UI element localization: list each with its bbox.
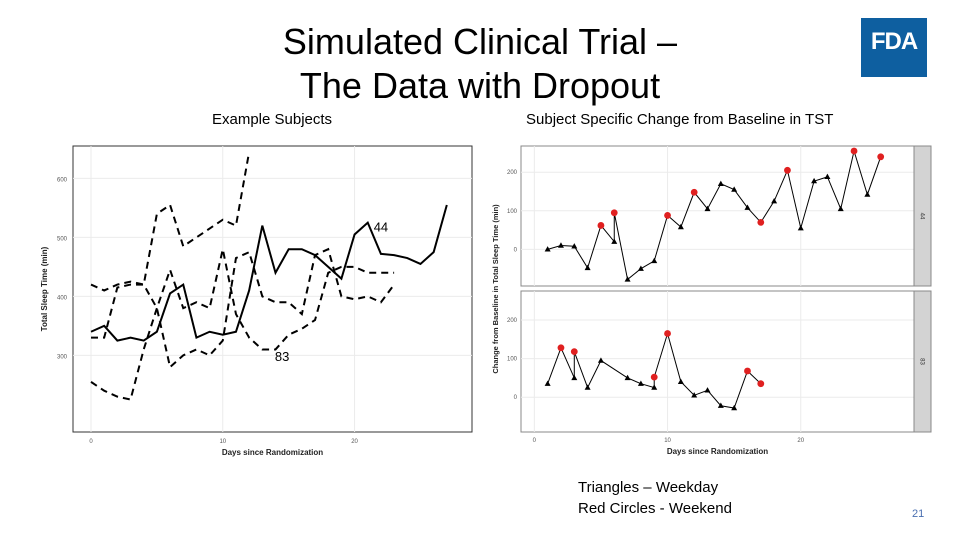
series-line-subject-d xyxy=(90,248,395,401)
facet-strip-label: 44 xyxy=(919,213,925,220)
fda-logo: FDA xyxy=(861,18,927,77)
x-tick-label: 0 xyxy=(533,438,537,444)
y-tick-label: 100 xyxy=(507,209,518,215)
weekday-triangle-point xyxy=(557,242,564,248)
facet-strip xyxy=(913,290,932,433)
y-tick-label: 0 xyxy=(514,247,518,253)
page-number: 21 xyxy=(912,508,925,520)
x-tick-label: 20 xyxy=(351,439,358,445)
facet-strip xyxy=(913,145,932,287)
facet-panel xyxy=(520,290,915,433)
weekend-circle-point xyxy=(557,344,565,352)
legend-note: Triangles – Weekday Red Circles - Weeken… xyxy=(578,477,732,519)
weekday-triangle-point xyxy=(717,402,724,408)
series-line-subject-c xyxy=(91,247,395,370)
change-line xyxy=(547,331,762,409)
y-tick-label: 0 xyxy=(514,395,518,401)
y-tick-label: 600 xyxy=(57,177,68,183)
weekend-circle-point xyxy=(784,166,791,174)
y-axis-label: Total Sleep Time (min) xyxy=(40,246,49,331)
weekday-triangle-point xyxy=(651,257,658,264)
weekday-triangle-point xyxy=(624,374,631,381)
y-tick-label: 500 xyxy=(57,236,68,242)
facet-panel xyxy=(520,145,915,287)
weekend-circle-point xyxy=(850,147,858,155)
plot-panel xyxy=(72,145,473,433)
weekday-triangle-point xyxy=(571,243,578,249)
weekend-circle-point xyxy=(690,188,698,196)
weekend-circle-point xyxy=(664,330,671,337)
weekend-circle-point xyxy=(757,380,765,388)
series-line-subject-a xyxy=(90,151,251,292)
weekend-circle-point xyxy=(650,373,658,381)
facet-strip-label: 83 xyxy=(919,358,925,365)
weekday-triangle-point xyxy=(744,204,751,210)
weekend-circle-point xyxy=(610,209,618,217)
weekday-triangle-point xyxy=(797,224,804,231)
weekday-triangle-point xyxy=(544,246,551,252)
weekday-triangle-point xyxy=(637,380,644,386)
weekday-triangle-point xyxy=(771,197,778,204)
legend-note-triangles: Triangles – Weekday xyxy=(578,479,719,496)
y-tick-label: 400 xyxy=(57,295,68,301)
weekday-triangle-point xyxy=(811,177,818,184)
fda-logo-text: FDA xyxy=(870,28,918,55)
x-axis-label: Days since Randomization xyxy=(667,447,768,456)
slide-title-line1: Simulated Clinical Trial – xyxy=(282,21,678,62)
y-tick-label: 300 xyxy=(57,354,68,360)
weekday-triangle-point xyxy=(651,384,658,390)
series-line-subject-b xyxy=(90,204,448,342)
x-tick-label: 10 xyxy=(219,439,226,445)
left-subtitle: Example Subjects xyxy=(212,111,333,128)
weekday-triangle-point xyxy=(837,205,844,212)
weekday-triangle-point xyxy=(544,380,551,386)
weekend-circle-point xyxy=(744,367,751,375)
weekday-triangle-point xyxy=(597,357,604,363)
slide-title-line2: The Data with Dropout xyxy=(299,65,661,106)
weekday-triangle-point xyxy=(584,264,591,271)
y-axis-label: Change from Baseline in Total Sleep Time… xyxy=(491,204,500,374)
subject-annotation: 83 xyxy=(275,349,289,364)
weekday-triangle-point xyxy=(677,223,684,230)
legend-note-circles: Red Circles - Weekend xyxy=(578,500,732,517)
y-tick-label: 200 xyxy=(507,318,518,324)
subject-annotation: 44 xyxy=(374,220,388,235)
x-tick-label: 10 xyxy=(664,438,671,444)
weekday-triangle-point xyxy=(864,191,871,197)
weekend-circle-point xyxy=(597,222,605,229)
weekday-triangle-point xyxy=(704,205,711,212)
weekday-triangle-point xyxy=(637,265,644,271)
weekday-triangle-point xyxy=(731,404,738,411)
weekend-circle-point xyxy=(877,153,885,161)
slide-title: Simulated Clinical Trial – The Data with… xyxy=(240,20,720,108)
weekend-circle-point xyxy=(570,348,578,356)
weekday-triangle-point xyxy=(584,384,591,390)
x-tick-label: 0 xyxy=(89,439,93,445)
weekday-triangle-point xyxy=(611,238,618,244)
x-tick-label: 20 xyxy=(797,438,804,444)
weekday-triangle-point xyxy=(691,392,698,398)
y-tick-label: 100 xyxy=(507,357,518,363)
weekday-triangle-point xyxy=(704,387,711,393)
weekend-circle-point xyxy=(757,218,765,226)
weekday-triangle-point xyxy=(717,180,724,186)
weekday-triangle-point xyxy=(731,186,738,192)
weekday-triangle-point xyxy=(824,173,831,180)
weekday-triangle-point xyxy=(677,378,684,384)
weekend-circle-point xyxy=(664,212,671,219)
x-axis-label: Days since Randomization xyxy=(222,448,323,457)
right-subtitle: Subject Specific Change from Baseline in… xyxy=(526,111,834,128)
weekday-triangle-point xyxy=(624,276,631,282)
weekday-triangle-point xyxy=(571,374,578,381)
y-tick-label: 200 xyxy=(507,170,518,176)
